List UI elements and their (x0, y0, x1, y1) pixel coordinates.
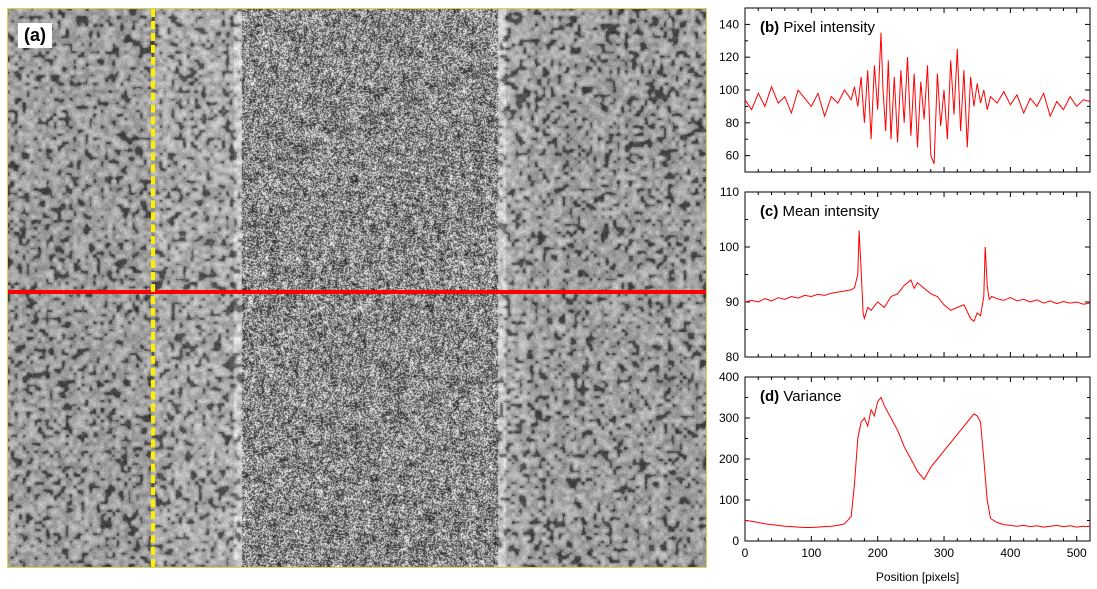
mean-intensity-plot: 80 90 100 110 (c) Mean intensity (719, 185, 1091, 364)
variance-ytick-label: 100 (719, 493, 739, 507)
mean-intensity-title-label: (c) (760, 203, 783, 220)
mean-intensity-ytick-label: 90 (726, 295, 740, 309)
pixel-intensity-title: (b) Pixel intensity (760, 19, 876, 36)
micrograph-image (8, 9, 706, 567)
variance-title-label: (d) (760, 388, 783, 405)
pixel-intensity-ytick-label: 80 (726, 116, 740, 130)
variance-xtick-label: 200 (868, 546, 888, 560)
pixel-intensity-title-text: Pixel intensity (783, 19, 875, 36)
pixel-intensity-series-line (744, 32, 1091, 164)
mean-intensity-title-text: Mean intensity (783, 203, 880, 220)
micrograph-panel: (a) (7, 8, 707, 568)
variance-ytick-label: 300 (719, 411, 739, 425)
variance-ytick-label: 0 (732, 534, 739, 548)
profile-plots: 60 80 100 120 140 (b) Pixel intensity 80 90 100 1… (719, 7, 1091, 584)
mean-intensity-title: (c) Mean intensity (760, 203, 880, 220)
variance-ytick-label: 400 (719, 370, 739, 384)
variance-xtick-label: 500 (1067, 546, 1087, 560)
pixel-intensity-ytick-label: 100 (719, 83, 739, 97)
mean-intensity-ytick-label: 110 (720, 185, 739, 199)
plots-column: 60 80 100 120 140 (b) Pixel intensity 80 90 100 1… (700, 0, 1097, 589)
pixel-intensity-ytick-label: 60 (726, 149, 740, 163)
pixel-intensity-title-label: (b) (760, 19, 783, 36)
mean-intensity-series-line (744, 230, 1091, 323)
pixel-intensity-ytick-label: 140 (719, 17, 739, 31)
horizontal-profile-line (8, 290, 706, 294)
variance-ytick-label: 200 (719, 452, 739, 466)
mean-intensity-ytick-label: 100 (719, 240, 739, 254)
panel-a-label: (a) (18, 23, 52, 48)
variance-xtick-label: 400 (1000, 546, 1020, 560)
variance-title-text: Variance (783, 388, 841, 405)
vertical-dashed-line (151, 9, 155, 567)
variance-plot: 0 100 200 300 400 (d) Variance 0 100 200 300 400 50… (719, 370, 1091, 584)
variance-xtick-label: 100 (801, 546, 821, 560)
pixel-intensity-ytick-label: 120 (719, 50, 739, 64)
variance-xtick-label: 300 (934, 546, 954, 560)
variance-series-line (744, 396, 1091, 528)
variance-title: (d) Variance (760, 388, 841, 405)
mean-intensity-ytick-label: 80 (726, 350, 740, 364)
pixel-intensity-plot: 60 80 100 120 140 (b) Pixel intensity (719, 7, 1091, 173)
x-axis-label: Position [pixels] (876, 570, 959, 584)
variance-xtick-label: 0 (742, 546, 749, 560)
